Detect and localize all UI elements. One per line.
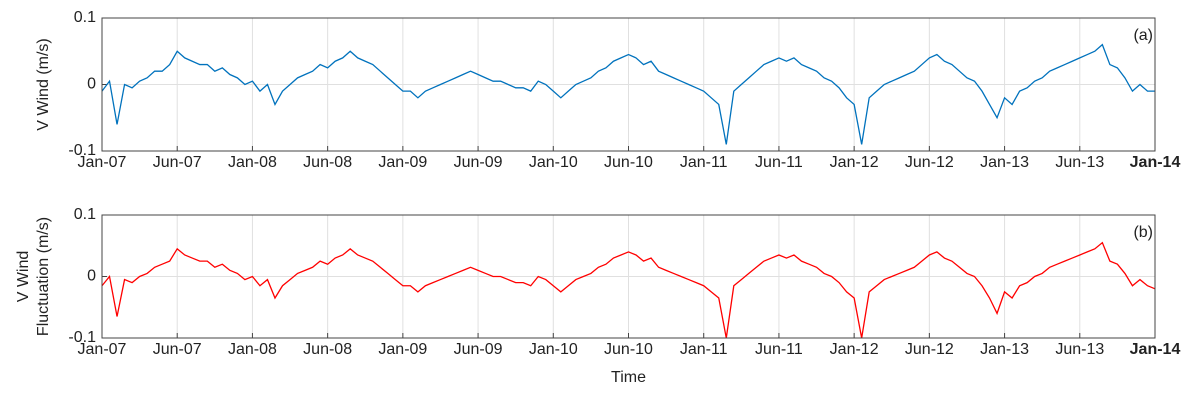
x-tick-label: Jan-13 bbox=[980, 154, 1029, 171]
x-tick-label: Jan-14 bbox=[1130, 154, 1181, 171]
y-tick-label: -0.1 bbox=[68, 329, 96, 346]
y-axis-label: V Wind bbox=[15, 251, 32, 303]
x-tick-label: Jun-09 bbox=[454, 341, 503, 358]
x-tick-label: Jan-08 bbox=[228, 341, 277, 358]
x-tick-label: Jan-10 bbox=[529, 341, 578, 358]
x-tick-label: Jan-09 bbox=[378, 341, 427, 358]
x-tick-label: Jan-07 bbox=[78, 154, 127, 171]
panel-label: (a) bbox=[1133, 27, 1153, 44]
x-tick-label: Jan-07 bbox=[78, 341, 127, 358]
y-axis-label: Fluctuation (m/s) bbox=[35, 217, 52, 336]
x-tick-label: Jan-12 bbox=[830, 154, 879, 171]
x-tick-label: Jun-08 bbox=[303, 154, 352, 171]
y-tick-label: 0 bbox=[87, 76, 96, 93]
x-tick-label: Jun-09 bbox=[454, 154, 503, 171]
y-tick-label: 0.1 bbox=[74, 9, 96, 26]
x-tick-label: Jan-10 bbox=[529, 154, 578, 171]
x-tick-label: Jun-11 bbox=[755, 341, 803, 358]
x-tick-label: Jan-09 bbox=[378, 154, 427, 171]
x-axis-label: Time bbox=[611, 369, 646, 386]
data-line bbox=[101, 43, 1155, 145]
x-tick-label: Jan-13 bbox=[980, 341, 1029, 358]
panel-label: (b) bbox=[1133, 224, 1153, 241]
x-tick-label: Jan-08 bbox=[228, 154, 277, 171]
x-tick-label: Jun-13 bbox=[1055, 341, 1104, 358]
y-tick-label: 0.1 bbox=[74, 206, 96, 223]
plot-frame bbox=[101, 214, 1156, 339]
y-tick-label: 0 bbox=[87, 268, 96, 285]
x-tick-label: Jun-08 bbox=[303, 341, 352, 358]
x-tick-label: Jun-07 bbox=[153, 341, 202, 358]
x-tick-label: Jun-11 bbox=[755, 154, 803, 171]
x-tick-label: Jun-12 bbox=[905, 154, 954, 171]
x-tick-label: Jun-10 bbox=[604, 341, 653, 358]
plot-frame bbox=[101, 17, 1156, 152]
x-tick-label: Jan-11 bbox=[680, 154, 728, 171]
x-tick-label: Jun-07 bbox=[153, 154, 202, 171]
data-line bbox=[101, 241, 1156, 339]
y-axis-label: V Wind (m/s) bbox=[35, 38, 52, 130]
x-tick-label: Jun-13 bbox=[1055, 154, 1104, 171]
x-tick-label: Jan-12 bbox=[830, 341, 879, 358]
y-tick-label: -0.1 bbox=[68, 142, 96, 159]
x-tick-label: Jan-14 bbox=[1130, 341, 1181, 358]
x-tick-label: Jan-11 bbox=[680, 341, 728, 358]
x-tick-label: Jun-12 bbox=[905, 341, 954, 358]
x-tick-label: Jun-10 bbox=[604, 154, 653, 171]
